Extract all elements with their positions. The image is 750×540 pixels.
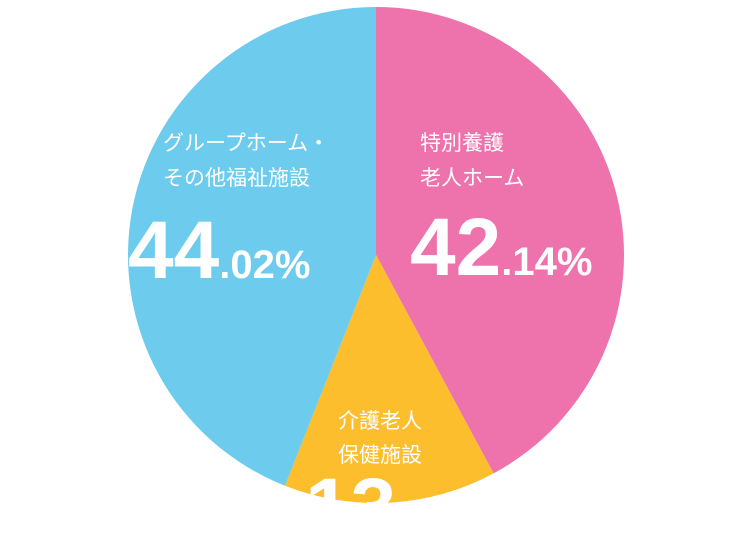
- slice-label-2-line-2: その他福祉施設: [163, 166, 310, 190]
- slice-label-0-line-1: 特別養護: [420, 131, 504, 155]
- pie-slice-2: [127, 7, 377, 486]
- slice-percent-0-int: 42: [410, 202, 501, 293]
- slice-percent-2-int: 44: [128, 205, 220, 296]
- slice-percent-1-dec: .84%: [396, 500, 487, 540]
- pie-slice-0: [376, 7, 625, 474]
- slice-percent-0: 42.14%: [410, 202, 592, 293]
- slice-percent-1-int: 13: [305, 462, 396, 540]
- pie-slices: [127, 7, 625, 504]
- slice-percent-1: 13.84%: [305, 462, 487, 540]
- slice-percent-0-dec: .14%: [501, 240, 592, 284]
- pie-slice-1: [284, 255, 494, 504]
- slice-percent-2: 44.02%: [128, 205, 310, 296]
- slice-label-1-line-2: 保健施設: [338, 443, 422, 467]
- slice-label-2-line-1: グループホーム・: [163, 131, 329, 155]
- slice-label-1-line-1: 介護老人: [338, 409, 422, 433]
- slice-percent-2-dec: .02%: [219, 243, 310, 287]
- slice-label-0-line-2: 老人ホーム: [420, 166, 524, 190]
